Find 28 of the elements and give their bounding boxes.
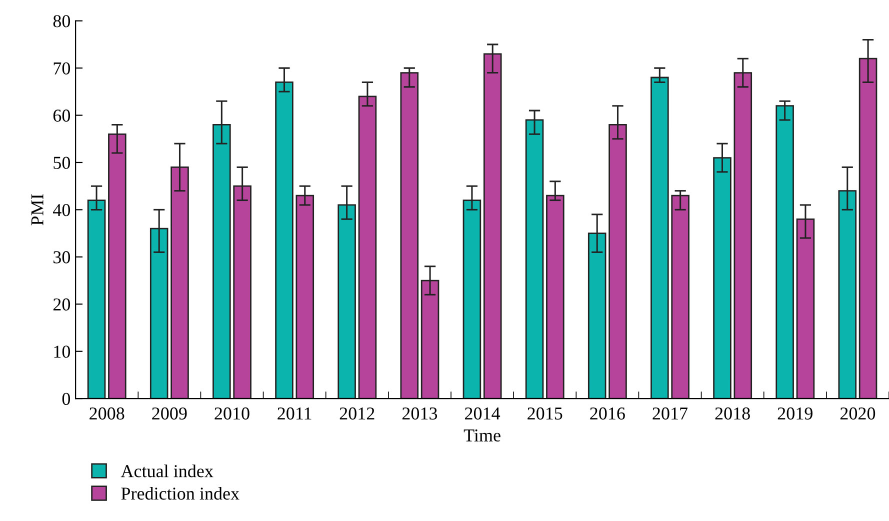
x-tick-label: 2020	[840, 407, 876, 420]
legend-label: Prediction index	[121, 487, 240, 500]
x-tick-label: 2012	[340, 407, 374, 420]
y-axis-title: PMI	[31, 194, 44, 226]
x-tick-label: 2013	[402, 407, 438, 420]
x-tick-label: 2019	[778, 407, 812, 420]
x-tick-label: 2008	[90, 407, 124, 420]
y-tick-label: 0	[62, 392, 70, 406]
bar	[776, 105, 794, 399]
legend-label: Actual index	[120, 464, 214, 478]
y-tick-label: 40	[53, 204, 70, 216]
x-tick-label: 2014	[465, 407, 500, 420]
y-tick-label: 50	[54, 156, 70, 169]
x-tick-label: 2017	[652, 407, 688, 420]
y-tick-label: 70	[54, 62, 70, 74]
x-tick-label: 2011	[278, 407, 312, 420]
x-axis-title: Time	[464, 429, 500, 442]
x-tick-label: 2016	[590, 407, 625, 420]
x-tick-label: 2015	[528, 407, 562, 420]
x-tick-label: 2010	[214, 407, 250, 420]
x-tick-label: 2009	[152, 407, 187, 420]
y-tick-label: 10	[54, 346, 70, 358]
y-tick-label: 30	[54, 251, 70, 264]
y-tick-label: 20	[53, 298, 70, 311]
x-tick-label: 2018	[715, 407, 750, 420]
y-tick-label: 80	[53, 15, 70, 28]
y-tick-label: 60	[53, 110, 70, 122]
bar	[671, 194, 690, 399]
